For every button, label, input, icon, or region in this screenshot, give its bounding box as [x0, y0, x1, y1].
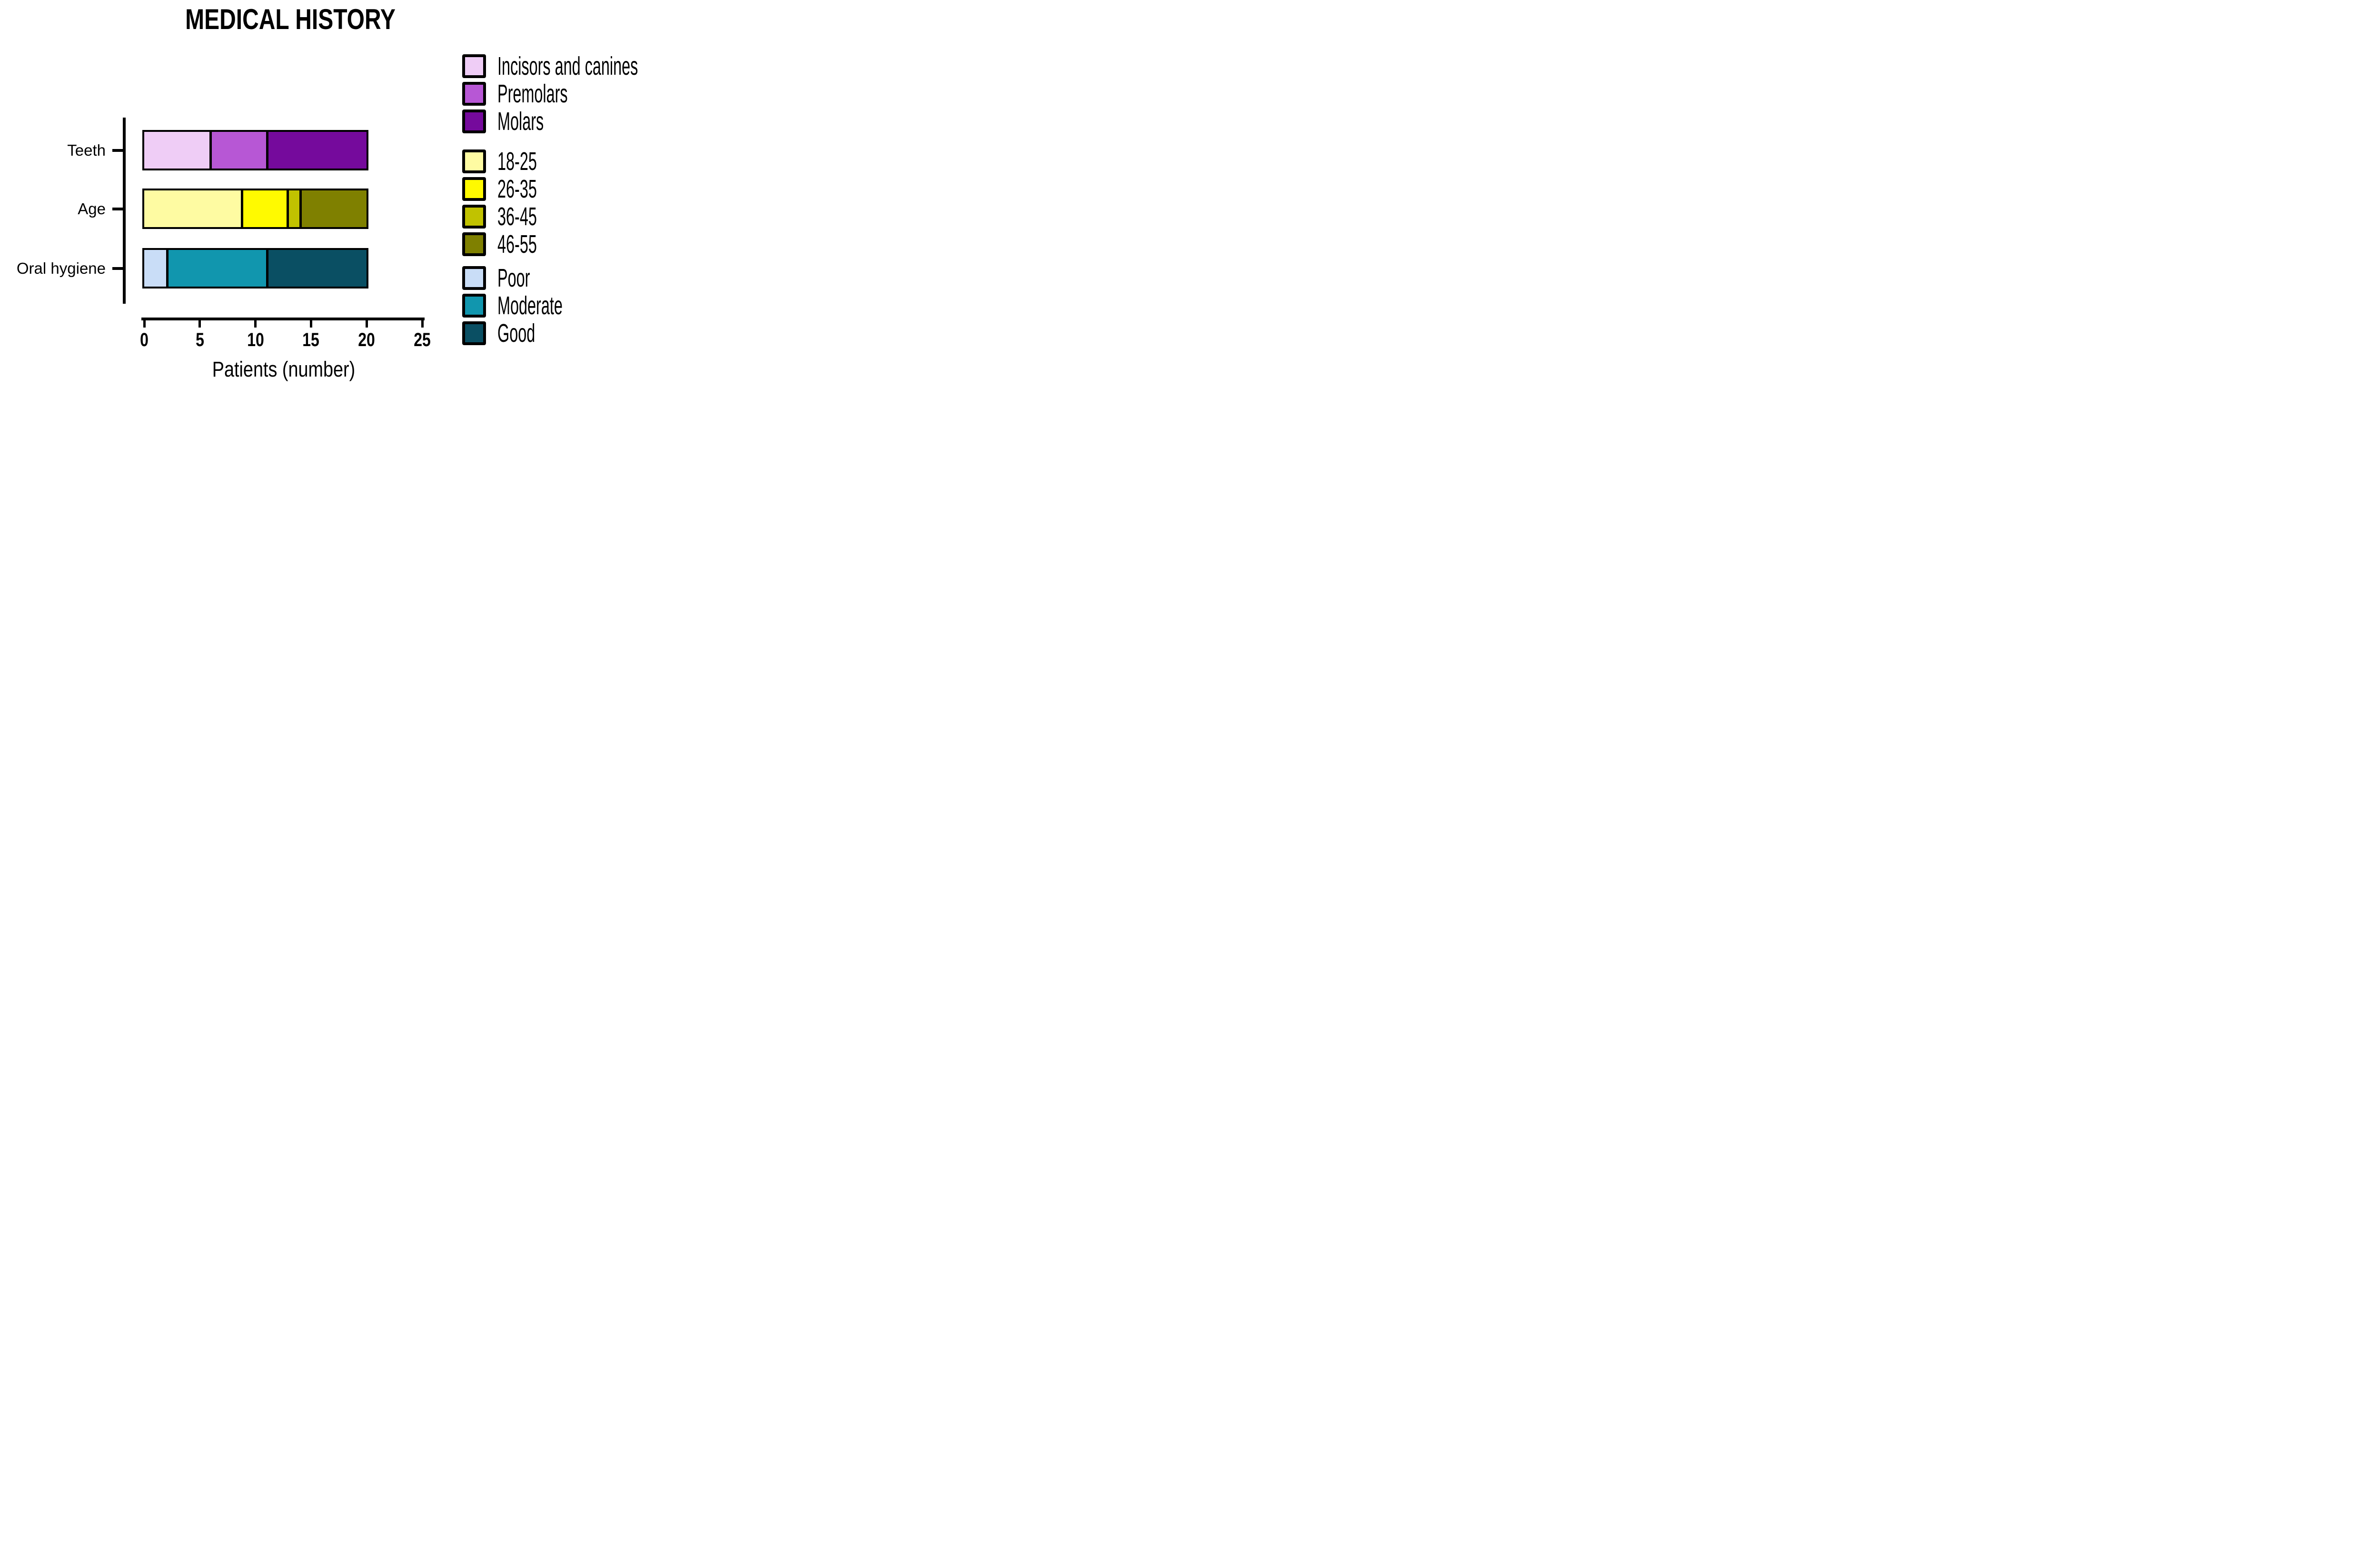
x-axis-tick-15 [310, 320, 312, 328]
bar-teeth [142, 130, 368, 170]
bar-segment-teeth-premolars [212, 132, 267, 169]
bar-segment-age-46-55 [302, 190, 367, 227]
legend-label-36-45: 36-45 [497, 202, 537, 231]
legend-item-moderate: Moderate [462, 293, 606, 318]
legend-item-good: Good [462, 320, 560, 346]
legend-item-premolars: Premolars [462, 81, 615, 107]
bar-segment-oral-hygiene-moderate [168, 250, 267, 287]
x-axis-tick-label-0: 0 [140, 329, 149, 350]
legend-swatch-26-35 [462, 177, 486, 201]
legend-swatch-molars [462, 109, 486, 133]
legend-swatch-18-25 [462, 149, 486, 173]
y-axis-line [123, 118, 126, 304]
y-axis-tick [112, 267, 123, 270]
x-axis-tick-25 [421, 320, 424, 328]
segment-divider [266, 132, 269, 169]
legend-swatch-poor [462, 266, 486, 290]
x-axis-tick-10 [254, 320, 257, 328]
legend-swatch-premolars [462, 82, 486, 106]
segment-divider [299, 190, 302, 227]
bar-segment-age-26-35 [243, 190, 287, 227]
bar-segment-oral-hygiene-poor [144, 250, 166, 287]
legend-label-poor: Poor [497, 264, 530, 292]
category-label-age: Age [78, 200, 106, 218]
bar-segment-oral-hygiene-good [268, 250, 367, 287]
segment-divider [286, 190, 289, 227]
legend-label-premolars: Premolars [497, 80, 568, 108]
bar-age [142, 189, 368, 229]
legend-swatch-36-45 [462, 205, 486, 229]
legend-swatch-46-55 [462, 232, 486, 256]
legend-label-incisors-and-canines: Incisors and canines [497, 52, 638, 80]
legend-item-26-35: 26-35 [462, 176, 563, 202]
x-axis-title: Patients (number) [212, 357, 356, 381]
legend-item-46-55: 46-55 [462, 231, 563, 257]
x-axis-tick-label-20: 20 [358, 329, 375, 350]
y-axis-tick [112, 149, 123, 152]
bar-segment-age-18-25 [144, 190, 241, 227]
legend-item-18-25: 18-25 [462, 149, 563, 174]
legend-item-poor: Poor [462, 265, 552, 291]
bar-segment-teeth-incisors-and-canines [144, 132, 210, 169]
x-axis-tick-label-15: 15 [302, 329, 319, 350]
x-axis-tick-5 [198, 320, 201, 328]
y-axis-tick [112, 208, 123, 210]
bar-segment-teeth-molars [268, 132, 367, 169]
x-axis-line [141, 318, 425, 320]
legend-swatch-good [462, 321, 486, 345]
legend-swatch-incisors-and-canines [462, 54, 486, 78]
category-label-oral-hygiene: Oral hygiene [16, 259, 106, 277]
x-axis-tick-0 [143, 320, 146, 328]
legend-label-good: Good [497, 319, 536, 348]
x-axis-tick-label-10: 10 [247, 329, 264, 350]
bar-segment-age-36-45 [288, 190, 300, 227]
segment-divider [166, 250, 169, 287]
category-label-teeth: Teeth [67, 141, 106, 159]
legend-label-moderate: Moderate [497, 291, 563, 320]
legend-label-18-25: 18-25 [497, 147, 537, 176]
x-axis-tick-label-25: 25 [414, 329, 431, 350]
segment-divider [241, 190, 244, 227]
segment-divider [209, 132, 212, 169]
medical-history-figure: MEDICAL HISTORY Teeth Age Oral hygiene 0 5 1… [0, 0, 644, 390]
legend-label-molars: Molars [497, 107, 544, 136]
legend-item-36-45: 36-45 [462, 204, 563, 229]
bar-oral-hygiene [142, 248, 368, 288]
chart-title: MEDICAL HISTORY [185, 3, 396, 35]
x-axis-tick-20 [366, 320, 368, 328]
legend-swatch-moderate [462, 294, 486, 318]
x-axis-tick-label-5: 5 [196, 329, 204, 350]
legend-label-26-35: 26-35 [497, 175, 537, 203]
segment-divider [266, 250, 269, 287]
legend-item-molars: Molars [462, 109, 575, 134]
legend-label-46-55: 46-55 [497, 230, 537, 259]
legend-item-incisors-and-canines: Incisors and canines [462, 53, 644, 79]
